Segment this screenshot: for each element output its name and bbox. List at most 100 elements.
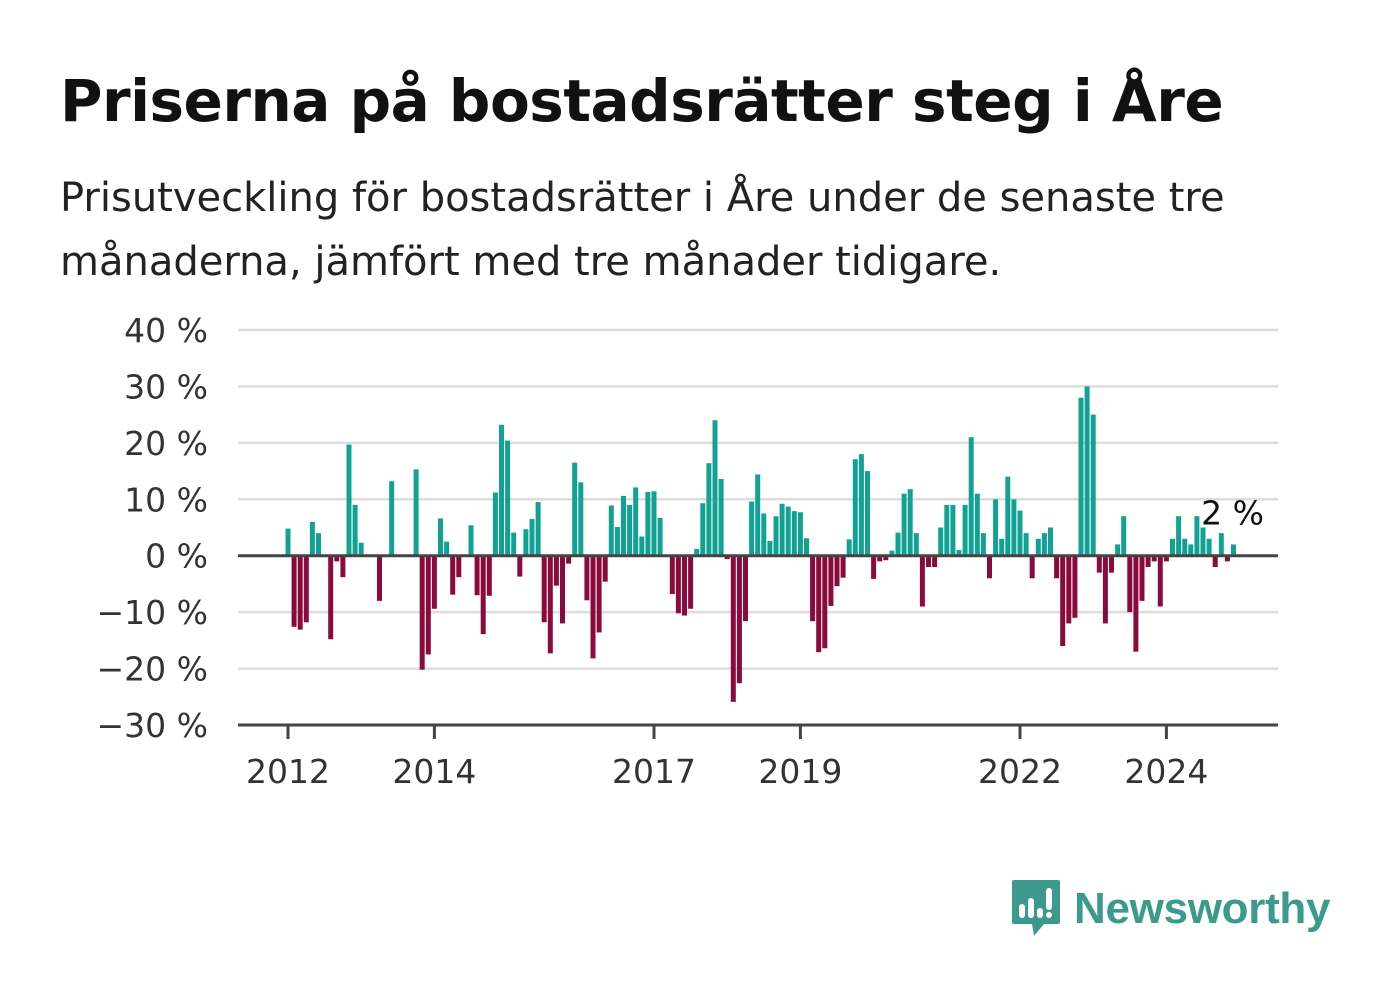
bar: [297, 555, 303, 630]
bar: [1145, 555, 1151, 567]
bar: [926, 555, 931, 567]
bar: [450, 555, 456, 595]
bar: [1170, 538, 1175, 556]
bar-chart: 40 % 30 % 20 % 10 % 0 % −10 % −20 % −30 % 2012 20…: [97, 311, 1278, 791]
bar: [444, 541, 450, 556]
bar: [523, 529, 529, 556]
bar: [529, 519, 535, 556]
x-tick-label: 2024: [1124, 752, 1208, 791]
bar: [1023, 533, 1029, 556]
bar: [511, 532, 517, 556]
bar: [1176, 516, 1182, 556]
bar: [456, 555, 462, 578]
bar: [431, 555, 437, 609]
y-tick-label: 30 %: [124, 367, 208, 406]
bar: [688, 555, 694, 609]
y-tick-label: 40 %: [124, 311, 208, 350]
brand-name: Newsworthy: [1074, 884, 1331, 933]
bar: [438, 518, 443, 556]
bar: [309, 521, 315, 556]
y-tick-label: −10 %: [97, 593, 209, 632]
bar: [846, 539, 852, 556]
last-value-label: 2 %: [1201, 493, 1264, 532]
axes: [238, 554, 1278, 739]
bar: [743, 555, 748, 622]
bar: [755, 474, 761, 556]
bar: [285, 528, 291, 556]
bar: [700, 503, 706, 556]
bar: [572, 462, 578, 556]
bar: [614, 526, 620, 556]
x-tick-label: 2019: [758, 752, 842, 791]
bar: [840, 555, 846, 578]
bar: [1060, 555, 1066, 646]
bar: [505, 440, 511, 556]
bar: [907, 489, 913, 556]
bar: [1188, 544, 1194, 556]
bar: [1163, 555, 1169, 562]
bar: [1151, 555, 1157, 562]
bar: [980, 533, 986, 556]
bar: [1035, 538, 1041, 556]
bar: [962, 504, 968, 556]
bar: [1109, 555, 1114, 573]
bar: [810, 555, 816, 622]
bar: [602, 555, 608, 582]
x-tick-label: 2022: [978, 752, 1062, 791]
bar: [1096, 555, 1102, 573]
bar: [706, 463, 712, 556]
bar: [1212, 555, 1218, 567]
bar: [328, 555, 334, 640]
bar: [694, 548, 700, 556]
bar: [919, 555, 925, 607]
x-tick-label: 2014: [392, 752, 476, 791]
bar: [291, 555, 297, 627]
bar: [389, 481, 395, 556]
bar: [474, 555, 480, 596]
chart-subtitle: Prisutveckling för bostadsrätter i Åre u…: [60, 175, 1225, 285]
bar: [791, 511, 797, 556]
bar: [1029, 555, 1035, 579]
bar: [871, 555, 877, 579]
chart-title: Priserna på bostadsrätter steg i Åre: [60, 67, 1224, 135]
bar: [645, 491, 651, 556]
x-tick-label: 2017: [612, 752, 696, 791]
bar: [724, 555, 730, 560]
bar: [1115, 544, 1121, 556]
bar: [993, 499, 999, 556]
bar: [334, 555, 340, 562]
y-tick-label: 10 %: [124, 480, 208, 519]
bar: [675, 555, 681, 614]
bar: [639, 536, 645, 556]
bar: [749, 501, 755, 556]
bar: [340, 555, 346, 578]
y-tick-label: 0 %: [145, 537, 208, 576]
bar: [877, 555, 883, 562]
bar: [621, 495, 626, 556]
x-tick-label: 2012: [246, 752, 330, 791]
bar: [316, 533, 321, 556]
bar: [425, 555, 431, 655]
bar: [1218, 533, 1224, 556]
bar: [486, 555, 492, 596]
bar: [547, 555, 553, 654]
bar: [1048, 527, 1053, 556]
bar: [535, 502, 541, 556]
bar: [682, 555, 687, 616]
bar: [797, 512, 803, 556]
bar: [1200, 527, 1206, 556]
bars: [285, 386, 1236, 702]
bar: [938, 527, 944, 556]
bar: [968, 437, 974, 556]
bar: [730, 555, 736, 702]
bar: [1005, 476, 1011, 556]
bar: [736, 555, 742, 684]
bar: [517, 555, 523, 577]
bar: [1011, 499, 1017, 556]
bar: [828, 555, 834, 606]
bar: [1133, 555, 1139, 652]
tick-labels: 40 % 30 % 20 % 10 % 0 % −10 % −20 % −30 % 2012 20…: [97, 311, 1264, 791]
bar: [419, 555, 425, 670]
bar: [1078, 397, 1084, 556]
bar: [1206, 538, 1212, 556]
